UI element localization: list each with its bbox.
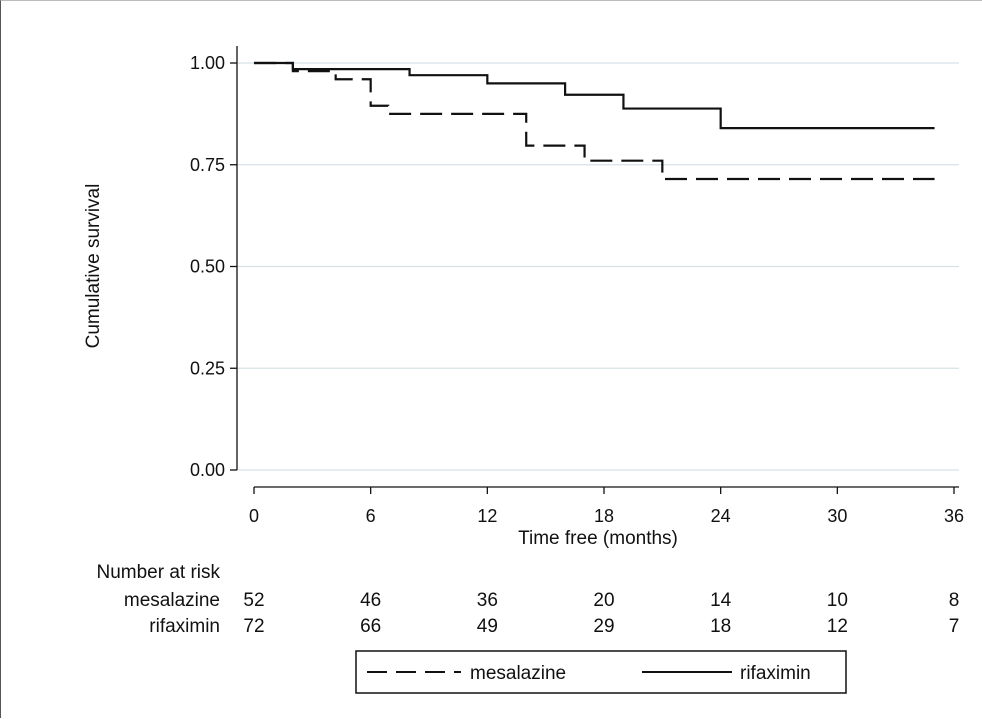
risk-count-rifaximin: 7 [949,616,960,637]
series-line-rifaximin [254,61,935,130]
y-tick-label: 0.00 [190,460,225,480]
x-tick-label: 30 [827,506,847,526]
risk-row-label-mesalazine: mesalazine [124,590,220,611]
risk-count-rifaximin: 29 [593,616,614,637]
risk-count-rifaximin: 66 [360,616,381,637]
risk-row-label-rifaximin: rifaximin [149,616,220,637]
y-tick-label: 0.75 [190,155,225,175]
legend-label-rifaximin: rifaximin [740,663,811,684]
y-tick-label: 1.00 [190,53,225,73]
x-tick-label: 18 [594,506,614,526]
risk-count-mesalazine: 8 [949,590,960,611]
x-tick-label: 36 [944,506,964,526]
axes: 0.00 0.25 0.50 0.75 1.00 0 6 12 18 24 30 36 [190,46,964,526]
risk-count-rifaximin: 72 [243,616,264,637]
risk-count-mesalazine: 14 [710,590,732,611]
x-tick-label: 6 [366,506,376,526]
x-tick-label: 0 [249,506,259,526]
risk-count-mesalazine: 52 [243,590,264,611]
risk-table: Number at risk mesalazine 52 46 36 20 14 10 8 ri… [96,562,959,637]
y-tick-label: 0.50 [190,257,225,277]
series-lines [254,61,935,181]
risk-count-rifaximin: 12 [827,616,848,637]
risk-count-mesalazine: 36 [477,590,498,611]
series-line-mesalazine [254,61,935,181]
legend: mesalazine rifaximin [355,650,847,694]
x-axis-title: Time free (months) [518,528,678,549]
risk-count-mesalazine: 46 [360,590,381,611]
y-axis-title: Cumulative survival [83,184,104,349]
risk-count-mesalazine: 20 [593,590,614,611]
x-tick-label: 24 [711,506,731,526]
risk-count-rifaximin: 49 [477,616,498,637]
risk-count-rifaximin: 18 [710,616,731,637]
gridlines [237,62,959,471]
legend-label-mesalazine: mesalazine [470,663,566,684]
risk-count-mesalazine: 10 [827,590,848,611]
x-tick-label: 12 [477,506,497,526]
y-tick-label: 0.25 [190,358,225,378]
risk-table-title: Number at risk [96,562,220,583]
